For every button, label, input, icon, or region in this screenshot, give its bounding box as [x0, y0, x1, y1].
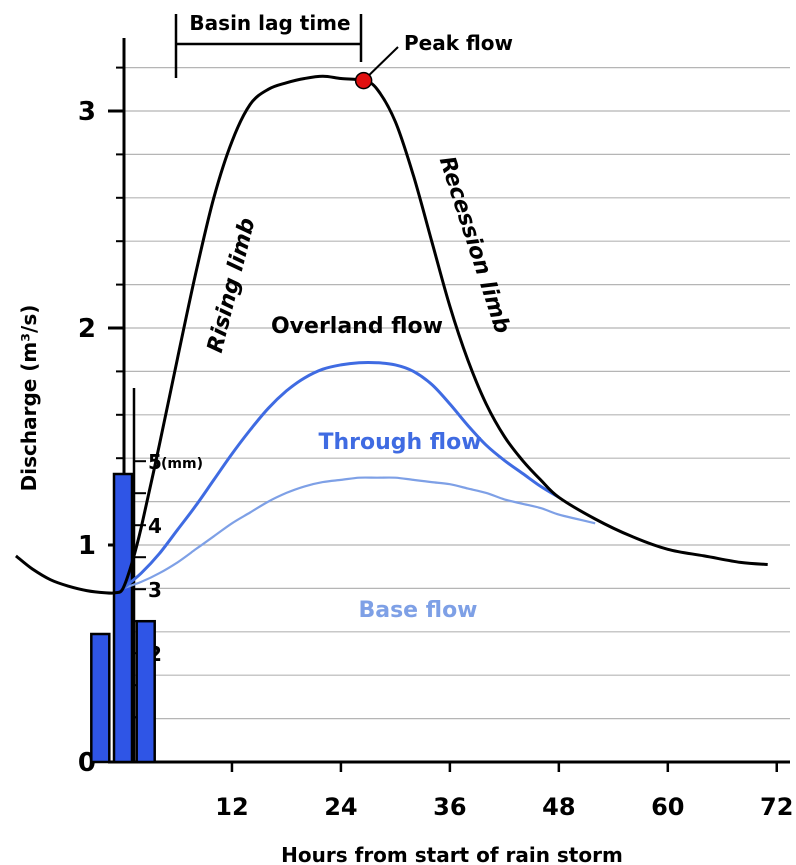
grid-lines — [116, 66, 790, 720]
y-axis-title: Discharge (m³/s) — [17, 305, 41, 492]
x-tick-label: 48 — [542, 793, 575, 821]
x-tick-label: 36 — [433, 793, 466, 821]
x-tick-label: 72 — [760, 793, 793, 821]
series-line-base-flow — [122, 476, 596, 590]
y-tick-label: 2 — [78, 314, 96, 344]
series-label: Through flow — [318, 430, 481, 455]
peak-flow-label: Peak flow — [404, 31, 513, 55]
recession-limb-label: Recession limb — [434, 153, 515, 336]
peak-flow-marker — [354, 71, 373, 90]
x-tick-label: 24 — [324, 793, 357, 821]
rainfall-unit-label: (mm) — [161, 456, 203, 472]
x-axis: 12 24 36 48 60 72 — [110, 760, 793, 821]
rainfall-bar — [135, 619, 156, 764]
rainfall-tick-label: 4 — [148, 514, 162, 538]
rainfall-bar — [112, 472, 134, 764]
series-label: Base flow — [358, 598, 477, 623]
series-line-through-flow — [122, 360, 560, 590]
annotations: Basin lag time Peak flow Rising limb Recess… — [174, 11, 515, 355]
y-tick-label: 1 — [78, 531, 96, 561]
series-label: Overland flow — [271, 314, 443, 339]
rainfall-tick-label: 3 — [148, 578, 162, 602]
y-tick-label: 3 — [78, 97, 96, 127]
x-tick-label: 60 — [651, 793, 684, 821]
x-tick-label: 12 — [215, 793, 248, 821]
rainfall-bar — [90, 632, 111, 764]
x-axis-title: Hours from start of rain storm — [281, 843, 623, 865]
peak-flow-leader — [368, 46, 399, 76]
basin-lag-time-label: Basin lag time — [189, 11, 350, 35]
series-line-overland-flow — [14, 74, 768, 595]
series-lines: Overland flow Through flow Base flow — [14, 74, 768, 623]
rising-limb-label: Rising limb — [203, 215, 261, 355]
